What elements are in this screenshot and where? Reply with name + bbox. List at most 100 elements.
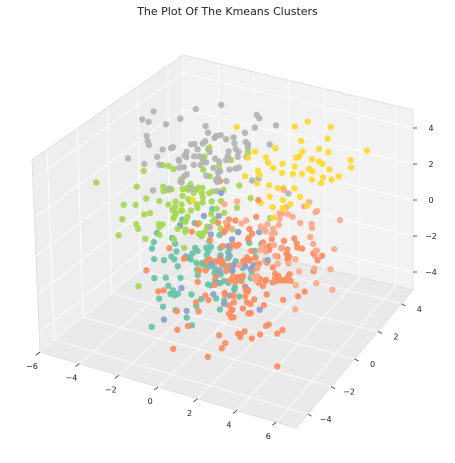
cluster-point (187, 207, 195, 214)
cluster-point (194, 278, 201, 286)
cluster-point (218, 189, 225, 197)
cluster-point (218, 101, 225, 109)
cluster-point (206, 224, 214, 231)
cluster-point (236, 293, 243, 300)
cluster-point (200, 212, 208, 220)
cluster-point (182, 217, 190, 224)
cluster-point (156, 197, 163, 205)
cluster-point (312, 208, 319, 216)
cluster-point (213, 257, 220, 265)
cluster-point (237, 331, 244, 338)
cluster-point (269, 225, 277, 232)
cluster-point (212, 155, 219, 162)
cluster-point (228, 314, 235, 321)
cluster-point (256, 115, 263, 122)
cluster-point (219, 243, 227, 250)
cluster-point (247, 194, 254, 202)
cluster-point (195, 308, 202, 315)
cluster-point (242, 217, 250, 224)
cluster-point (233, 198, 241, 205)
cluster-point (226, 277, 233, 284)
cluster-point (188, 291, 195, 298)
cluster-point (279, 196, 287, 204)
cluster-point (263, 291, 270, 298)
cluster-point (174, 263, 181, 270)
cluster-point (236, 182, 243, 189)
cluster-point (216, 267, 223, 274)
cluster-point (212, 273, 219, 281)
axes-panes (31, 54, 414, 429)
cluster-point (310, 240, 317, 248)
cluster-point (145, 118, 152, 126)
chart-title: The Plot Of The Kmeans Clusters (137, 5, 318, 18)
cluster-point (182, 226, 189, 233)
cluster-point (221, 289, 228, 296)
cluster-point (194, 146, 201, 153)
cluster-point (170, 345, 177, 352)
cluster-point (262, 276, 270, 284)
x-tick-label: −4 (65, 374, 77, 383)
cluster-point (233, 123, 240, 131)
x-tick-mark (153, 386, 159, 391)
cluster-point (301, 288, 308, 295)
cluster-point (272, 270, 279, 277)
cluster-point (119, 216, 126, 223)
cluster-point (241, 293, 249, 300)
cluster-point (270, 164, 277, 172)
cluster-point (202, 292, 209, 299)
cluster-point (283, 250, 291, 257)
cluster-point (234, 153, 241, 160)
cluster-point (156, 231, 163, 239)
cluster-point (315, 145, 323, 152)
cluster-point (255, 196, 262, 204)
cluster-point (232, 217, 239, 224)
cluster-point (189, 250, 196, 257)
cluster-point (199, 140, 206, 147)
cluster-point (222, 136, 230, 143)
cluster-point (249, 273, 257, 280)
cluster-point (308, 224, 316, 232)
cluster-point (224, 153, 231, 160)
cluster-point (278, 244, 285, 251)
cluster-point (160, 316, 168, 323)
cluster-point (236, 262, 243, 269)
cluster-point (222, 340, 229, 347)
cluster-point (178, 284, 185, 292)
cluster-point (165, 282, 172, 289)
cluster-point (287, 201, 294, 208)
cluster-point (120, 201, 128, 208)
cluster-point (270, 214, 277, 221)
cluster-point (198, 295, 205, 303)
cluster-point (243, 299, 251, 306)
cluster-point (260, 302, 268, 309)
cluster-point (274, 184, 281, 192)
cluster-point (256, 331, 264, 338)
cluster-point (196, 153, 203, 160)
cluster-point (291, 123, 299, 130)
cluster-point (304, 118, 311, 125)
cluster-point (170, 236, 178, 243)
cluster-point (159, 303, 167, 310)
cluster-point (206, 148, 213, 155)
cluster-point (149, 187, 157, 194)
z-tick-label: 2 (428, 160, 433, 169)
cluster-point (252, 254, 259, 262)
y-tick-mark (401, 303, 406, 307)
cluster-point (188, 228, 195, 235)
cluster-point (296, 193, 304, 200)
cluster-point (241, 262, 249, 270)
cluster-point (210, 291, 217, 298)
cluster-point (279, 169, 286, 177)
cluster-point (207, 231, 215, 238)
cluster-point (235, 228, 242, 236)
cluster-point (242, 139, 249, 146)
cluster-point (183, 307, 190, 315)
cluster-point (193, 259, 200, 266)
cluster-point (183, 314, 190, 321)
cluster-point (268, 235, 275, 243)
cluster-point (275, 221, 282, 229)
cluster-point (272, 252, 279, 259)
cluster-point (253, 180, 261, 187)
cluster-point (262, 154, 270, 161)
cluster-point (221, 201, 228, 208)
